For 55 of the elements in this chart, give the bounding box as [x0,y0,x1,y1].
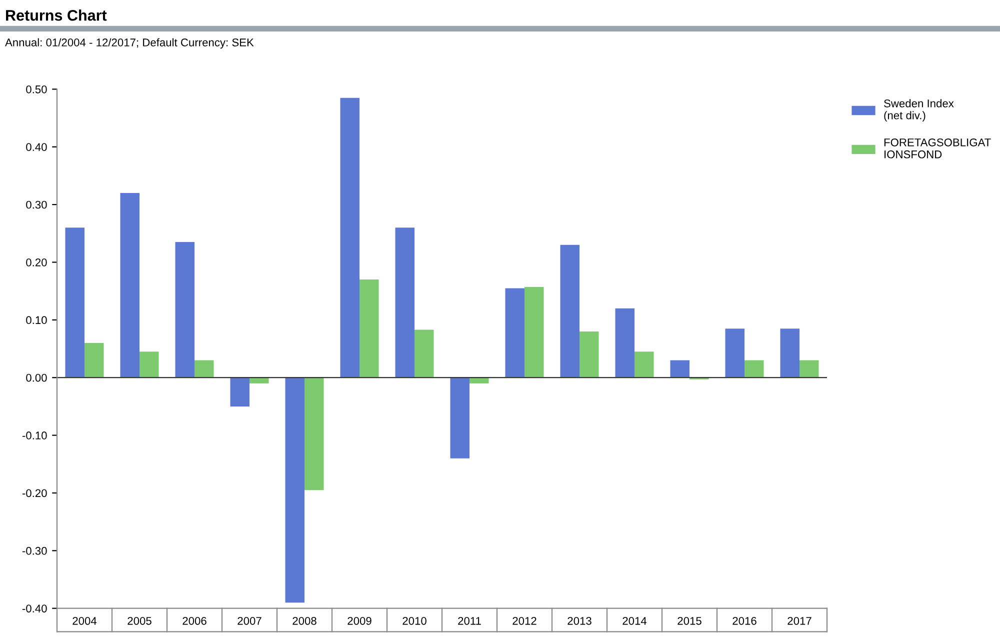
bar [194,360,214,378]
y-tick-label: 0.50 [26,85,47,94]
y-tick-label: 0.10 [26,316,47,324]
bar [175,242,194,378]
bar [560,244,580,378]
bar [470,378,489,384]
bar [580,331,599,378]
bar [84,342,104,378]
x-tick-label: 2014 [622,616,647,625]
bar [505,288,524,378]
bar [285,378,304,603]
bar [780,328,800,378]
x-tick-label: 2013 [568,616,592,625]
bar [360,280,379,378]
bar [140,352,159,378]
bar [304,378,324,490]
x-tick-label: 2011 [458,616,481,625]
bar [670,360,690,378]
bar [725,328,744,378]
x-tick-label: 2005 [128,616,152,625]
chart-subtitle: Annual: 01/2004 - 12/2017; Default Currency: SEK [5,38,254,49]
bar [800,360,819,378]
chart-title: Returns Chart [6,10,107,21]
bar [524,287,544,378]
bar [744,360,764,378]
y-tick-label: 0.20 [26,258,47,266]
bar [615,308,634,378]
y-tick-label: -0.10 [22,432,47,440]
x-tick-label: 2009 [348,616,372,625]
x-tick-label: 2015 [678,616,702,625]
bar [250,378,269,384]
x-tick-label: 2017 [788,616,812,625]
y-tick-label: -0.40 [22,604,47,612]
bar [340,98,360,378]
y-tick-label: 0.30 [26,200,47,209]
x-tick-label: 2016 [732,616,756,625]
y-tick-label: 0.40 [26,143,47,151]
y-tick-label: -0.30 [22,546,47,555]
x-tick-label: 2004 [72,616,97,625]
y-tick-label: -0.20 [22,489,47,498]
bar [634,352,654,378]
y-tick-label: 0.00 [26,374,47,382]
bar [120,193,140,378]
bar [65,228,84,378]
bar [395,228,414,378]
bar [230,378,250,406]
bar [450,378,470,458]
legend-label: Sweden Index (net div.) [884,99,954,122]
x-tick-label: 2007 [238,616,262,625]
x-tick-label: 2008 [292,616,316,625]
x-tick-label: 2012 [512,616,536,625]
legend-label: FORETAGSOBLIGAT IONSFOND [884,138,991,158]
x-tick-label: 2006 [182,616,206,625]
x-tick-label: 2010 [402,616,426,625]
bar [414,330,434,378]
